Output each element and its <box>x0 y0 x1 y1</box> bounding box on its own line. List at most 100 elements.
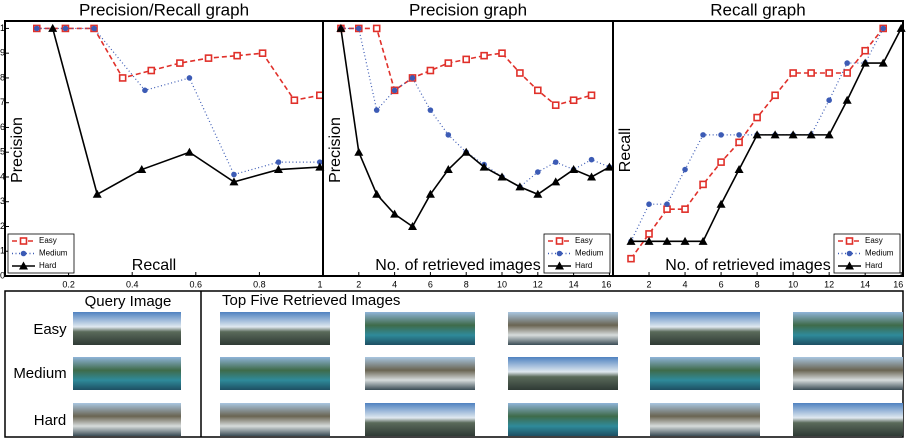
x-tick-label: 0.4 <box>126 279 139 289</box>
marker <box>717 200 726 208</box>
marker <box>317 92 323 98</box>
x-tick-label: 8 <box>755 279 760 289</box>
x-tick-label: 16 <box>601 279 611 289</box>
chart: Precision/Recall graphPrecisionRecall012… <box>0 0 324 289</box>
y-tick-label: 2 <box>0 221 5 231</box>
y-tick-label: 1 <box>0 246 5 256</box>
marker <box>463 56 469 62</box>
marker <box>63 26 69 32</box>
legend-label: Medium <box>39 249 68 258</box>
marker <box>736 132 742 138</box>
legend-marker <box>21 251 27 257</box>
x-tick-label: 0.8 <box>253 279 266 289</box>
marker <box>844 60 850 66</box>
legend-marker <box>847 251 853 257</box>
x-tick-label: 6 <box>719 279 724 289</box>
marker <box>718 159 724 165</box>
retrieved-image <box>650 357 760 390</box>
thumbnails <box>73 312 903 436</box>
legend-label: Hard <box>39 261 56 270</box>
legend-label: Medium <box>575 249 604 258</box>
y-tick-label: 7 <box>0 97 5 107</box>
x-tick-label: 0.6 <box>190 279 203 289</box>
row-label: Medium <box>13 365 66 382</box>
marker <box>206 55 212 61</box>
y-tick-label: 6 <box>0 122 5 132</box>
retrieved-image <box>220 312 330 345</box>
marker <box>374 25 380 31</box>
figure: Query Image Top Five Retrieved Images Ea… <box>0 0 908 439</box>
marker <box>718 132 724 138</box>
marker <box>120 75 126 81</box>
marker <box>553 159 559 165</box>
retrieved-image <box>508 357 618 390</box>
x-tick-label: 1 <box>317 279 322 289</box>
legend-label: Hard <box>575 261 592 270</box>
y-tick-label: 0 <box>0 270 5 280</box>
x-tick-label: 8 <box>464 279 469 289</box>
marker <box>571 97 577 103</box>
marker <box>569 165 578 173</box>
legend-label: Hard <box>865 261 882 270</box>
y-tick-label: 5 <box>0 147 5 157</box>
retrieved-image <box>650 403 760 436</box>
marker <box>664 201 670 207</box>
retrieved-image <box>508 403 618 436</box>
marker <box>535 169 541 175</box>
y-tick-label: 4 <box>0 171 5 181</box>
marker <box>93 190 102 198</box>
marker <box>754 115 760 121</box>
x-tick-label: 12 <box>533 279 543 289</box>
legend-label: Easy <box>865 236 883 245</box>
marker <box>260 50 266 56</box>
retrieved-image <box>365 312 475 345</box>
marker <box>481 53 487 59</box>
marker <box>428 107 434 113</box>
legend-marker <box>557 238 563 244</box>
x-tick-label: 14 <box>569 279 579 289</box>
x-tick-label: 10 <box>788 279 798 289</box>
y-axis-label: Precision <box>327 117 344 183</box>
row-label: Hard <box>34 412 67 429</box>
image-panel: Query Image Top Five Retrieved Images Ea… <box>5 291 903 437</box>
legend-marker <box>847 238 853 244</box>
query-image <box>73 403 181 436</box>
retrieved-image <box>793 357 903 390</box>
y-axis-label: Recall <box>617 128 634 172</box>
marker <box>682 167 688 173</box>
y-tick-label: 8 <box>0 72 5 82</box>
marker <box>826 97 832 103</box>
retrieved-image <box>365 357 475 390</box>
marker <box>148 68 154 74</box>
marker <box>374 107 380 113</box>
chart-title: Precision graph <box>409 0 527 19</box>
marker <box>498 172 507 180</box>
series-line <box>37 28 320 174</box>
marker <box>91 26 97 32</box>
marker <box>446 132 452 138</box>
marker <box>34 26 40 32</box>
marker <box>682 206 688 212</box>
marker <box>589 92 595 98</box>
marker <box>142 88 148 94</box>
x-tick-label: 2 <box>356 279 361 289</box>
marker <box>356 26 362 32</box>
marker <box>844 70 850 76</box>
marker <box>291 97 297 103</box>
marker <box>700 181 706 187</box>
row-label: Easy <box>33 321 67 338</box>
x-tick-label: 12 <box>824 279 834 289</box>
y-tick-label: 9 <box>0 48 5 58</box>
marker <box>843 96 852 104</box>
x-axis-label: Recall <box>132 257 176 274</box>
marker <box>553 102 559 108</box>
results-header: Top Five Retrieved Images <box>222 292 400 309</box>
series-line <box>341 28 610 186</box>
marker <box>499 50 505 56</box>
marker <box>735 165 744 173</box>
legend-marker <box>557 251 563 257</box>
marker <box>880 26 886 32</box>
marker <box>646 201 652 207</box>
